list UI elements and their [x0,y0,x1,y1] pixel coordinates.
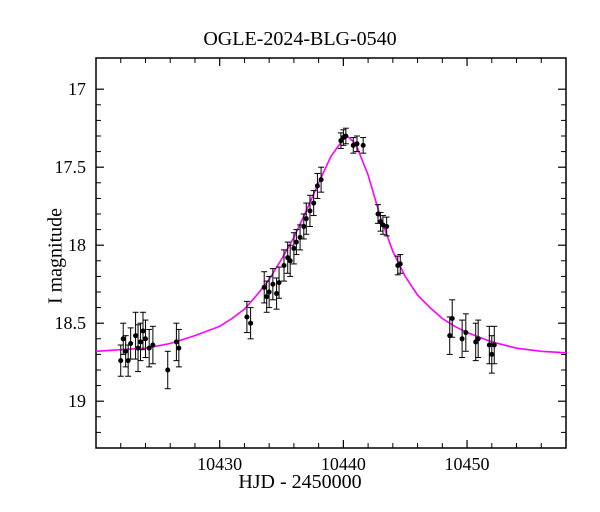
data-point [315,183,320,188]
x-tick-label: 10440 [321,454,366,474]
data-point [460,336,465,341]
data-point [487,343,492,348]
data-point [463,330,468,335]
data-point [476,336,481,341]
data-point [492,343,497,348]
data-point [143,336,148,341]
y-tick-label: 17 [68,79,86,99]
data-point [133,333,138,338]
data-point [274,291,279,296]
data-point [138,339,143,344]
data-point [307,208,312,213]
data-point [282,263,287,268]
data-point [267,290,272,295]
axis-box [96,58,566,448]
y-tick-label: 18.5 [55,313,87,333]
data-point [311,201,316,206]
data-point [136,346,141,351]
data-point [141,329,146,334]
model-curve [96,136,566,353]
data-point [121,336,126,341]
data-point [248,321,253,326]
data-point [450,316,455,321]
data-point [244,314,249,319]
chart-container: OGLE-2024-BLG-0540 I magnitude HJD - 245… [0,0,600,512]
y-tick-label: 18 [68,235,86,255]
y-tick-label: 19 [68,391,86,411]
plot-svg: 10430 10440 10450 17 17.5 18 18.5 19 [0,0,600,512]
data-point [264,294,269,299]
data-point [174,339,179,344]
data-point [294,240,299,245]
data-point [277,280,282,285]
data-point [288,258,293,263]
data-point [118,358,123,363]
data-point [150,343,155,348]
x-tick-label: 10430 [197,454,242,474]
data-point [489,352,494,357]
data-point [319,177,324,182]
x-tick-label: 10450 [445,454,490,474]
data-point [384,224,389,229]
y-tick-label: 17.5 [55,157,87,177]
data-point [291,246,296,251]
data-point [123,349,128,354]
data-point [361,143,366,148]
data-point [128,341,133,346]
data-point [262,285,267,290]
data-point [270,282,275,287]
data-point [398,261,403,266]
data-point [343,134,348,139]
data-point [165,368,170,373]
data-point [354,141,359,146]
data-point [304,216,309,221]
data-point [301,224,306,229]
data-point [176,346,181,351]
